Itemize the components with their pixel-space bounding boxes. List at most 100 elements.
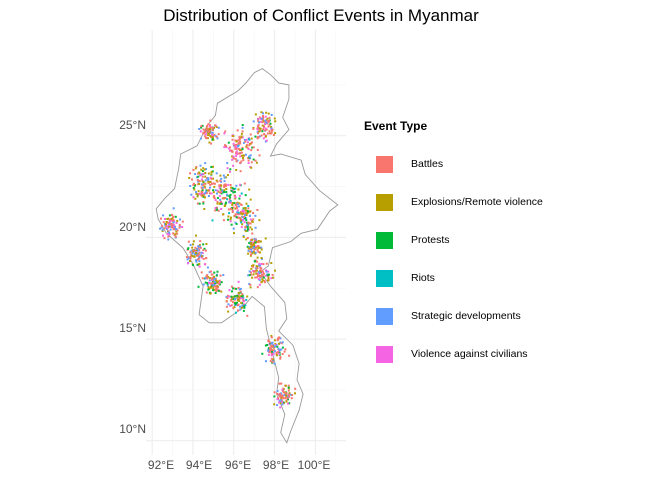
event-point bbox=[282, 401, 285, 404]
event-point bbox=[202, 167, 205, 170]
event-point bbox=[230, 186, 233, 189]
event-point bbox=[201, 180, 204, 183]
event-point bbox=[274, 269, 276, 272]
event-point bbox=[168, 214, 171, 217]
legend-label: Strategic developments bbox=[411, 310, 521, 322]
event-point bbox=[234, 197, 237, 200]
event-point bbox=[251, 238, 254, 241]
event-point bbox=[207, 172, 210, 175]
event-point bbox=[273, 117, 276, 120]
event-point bbox=[269, 348, 272, 350]
event-point bbox=[168, 233, 171, 236]
event-point bbox=[165, 224, 168, 227]
event-point bbox=[198, 244, 201, 246]
event-point bbox=[211, 276, 214, 279]
event-point bbox=[190, 193, 193, 196]
event-point bbox=[256, 267, 259, 270]
event-point bbox=[270, 277, 273, 280]
event-point bbox=[252, 273, 255, 276]
event-point bbox=[249, 218, 252, 221]
event-point bbox=[192, 255, 195, 258]
event-point bbox=[242, 309, 245, 312]
event-point bbox=[240, 296, 243, 298]
event-point bbox=[205, 189, 208, 192]
event-point bbox=[248, 156, 251, 159]
event-point bbox=[203, 208, 206, 210]
event-point bbox=[276, 393, 279, 395]
event-point bbox=[205, 168, 207, 171]
event-point bbox=[204, 175, 207, 178]
event-point bbox=[210, 136, 212, 139]
event-point bbox=[223, 184, 226, 187]
event-point bbox=[237, 188, 240, 191]
event-point bbox=[234, 147, 237, 150]
event-point bbox=[252, 246, 255, 249]
event-point bbox=[252, 245, 255, 248]
event-point bbox=[204, 192, 207, 195]
event-point bbox=[197, 172, 199, 175]
event-point bbox=[234, 215, 237, 218]
event-point bbox=[240, 297, 243, 300]
event-point bbox=[195, 176, 198, 179]
y-tick-label: 20°N bbox=[119, 220, 146, 234]
event-point bbox=[202, 173, 205, 175]
event-point bbox=[189, 257, 192, 260]
event-point bbox=[237, 303, 240, 306]
event-point bbox=[235, 184, 238, 187]
event-point bbox=[272, 353, 275, 355]
event-point bbox=[238, 216, 241, 219]
event-point bbox=[202, 202, 205, 205]
event-point bbox=[271, 361, 274, 364]
event-point bbox=[195, 191, 197, 194]
event-point bbox=[227, 303, 230, 306]
event-point bbox=[235, 155, 238, 157]
event-point bbox=[237, 145, 239, 148]
event-point bbox=[280, 348, 283, 351]
event-point bbox=[268, 116, 271, 119]
event-point bbox=[213, 197, 216, 200]
event-point bbox=[212, 189, 214, 192]
event-point bbox=[265, 270, 268, 273]
event-point bbox=[211, 284, 214, 287]
event-point bbox=[171, 213, 173, 216]
event-point bbox=[244, 140, 247, 143]
event-point bbox=[245, 219, 248, 222]
event-point bbox=[215, 179, 218, 182]
event-point bbox=[189, 260, 191, 262]
event-point bbox=[227, 218, 229, 221]
event-point bbox=[186, 258, 189, 261]
event-point bbox=[260, 111, 263, 114]
event-point bbox=[249, 214, 251, 217]
event-point bbox=[214, 285, 217, 288]
event-point bbox=[266, 117, 269, 120]
event-point bbox=[197, 246, 200, 249]
event-point bbox=[204, 179, 207, 182]
event-point bbox=[200, 125, 203, 128]
event-point bbox=[162, 214, 165, 217]
event-point bbox=[162, 234, 164, 237]
event-point bbox=[219, 202, 222, 205]
event-point bbox=[250, 161, 253, 164]
chart-title: Distribution of Conflict Events in Myanm… bbox=[163, 6, 479, 25]
event-point bbox=[267, 277, 270, 280]
grid-lines bbox=[146, 30, 346, 455]
event-point bbox=[254, 135, 257, 138]
event-point bbox=[259, 127, 261, 130]
event-point bbox=[215, 286, 218, 289]
event-point bbox=[204, 186, 207, 189]
event-point bbox=[206, 277, 209, 280]
event-point bbox=[287, 394, 290, 397]
event-point bbox=[269, 122, 272, 125]
event-point bbox=[252, 218, 255, 221]
event-point bbox=[200, 126, 203, 129]
event-point bbox=[212, 287, 215, 290]
event-point bbox=[234, 187, 237, 190]
event-point bbox=[238, 298, 241, 301]
event-point bbox=[265, 139, 268, 142]
event-point bbox=[249, 271, 252, 274]
event-point bbox=[234, 297, 237, 300]
event-point bbox=[267, 353, 270, 356]
event-point bbox=[229, 184, 232, 186]
event-point bbox=[255, 161, 258, 164]
event-point bbox=[231, 155, 234, 158]
